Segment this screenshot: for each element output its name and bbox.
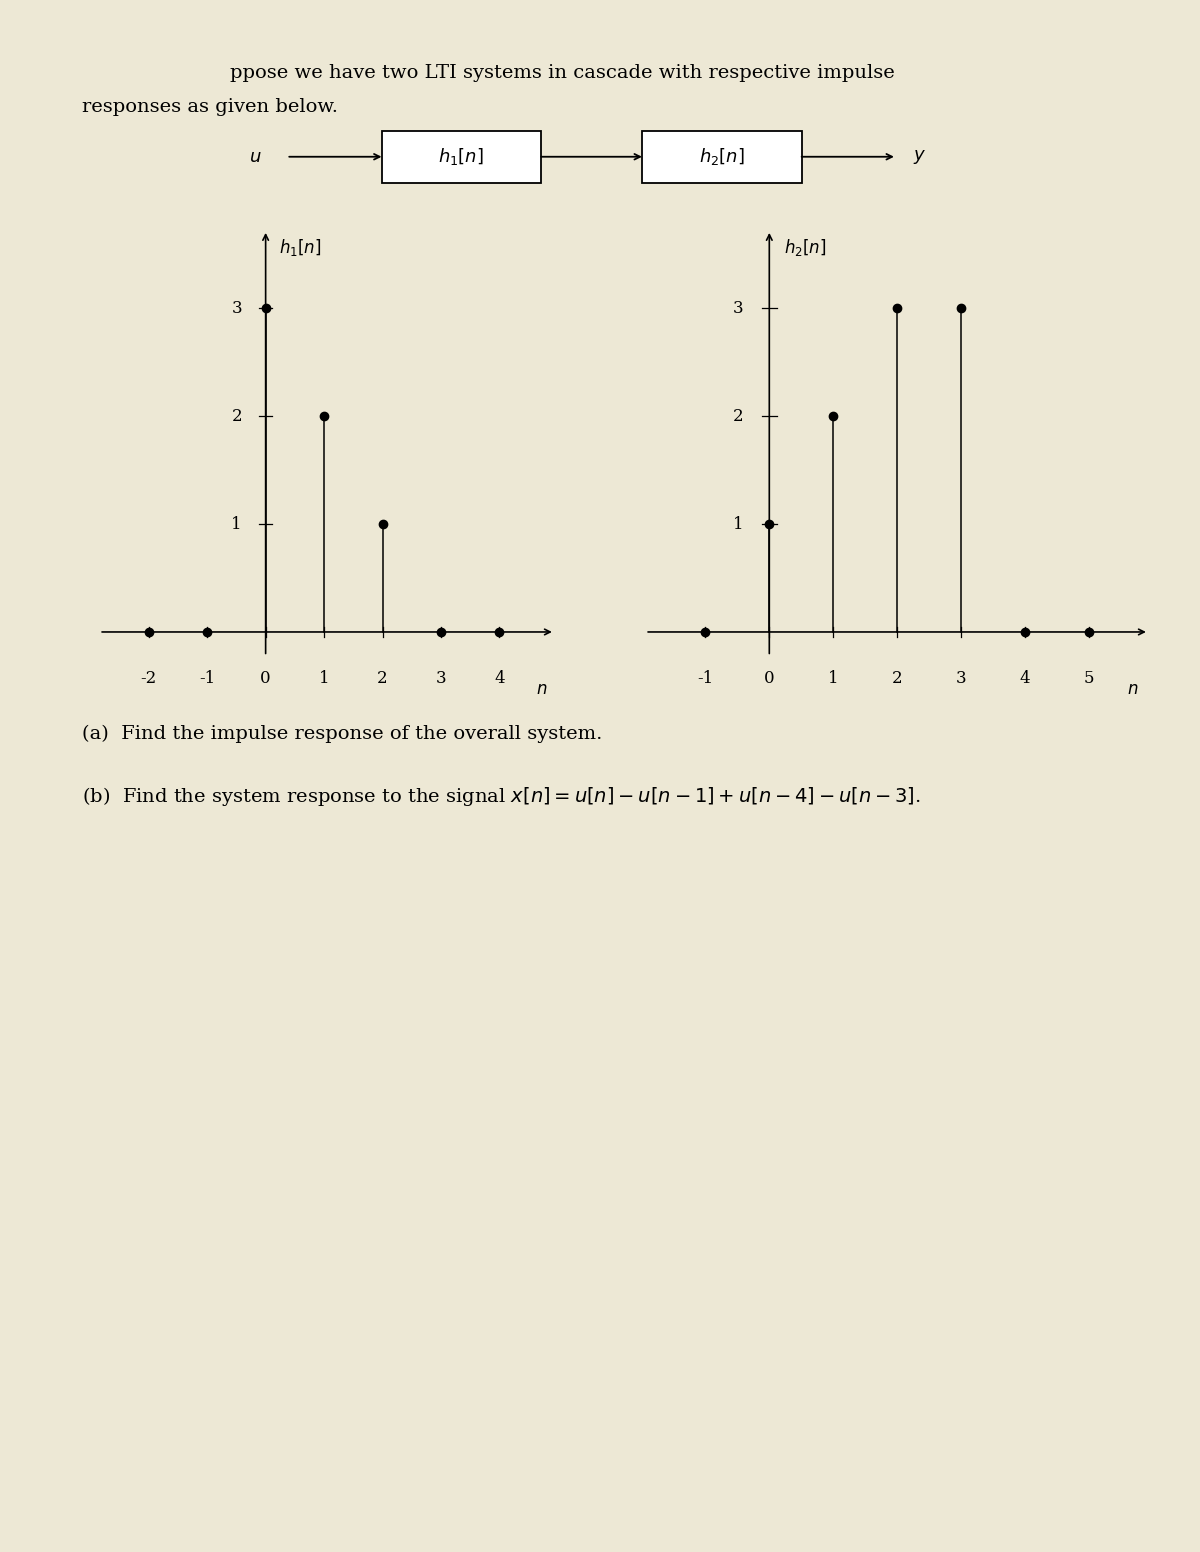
Text: -1: -1 [697,669,714,686]
Text: $n$: $n$ [1127,681,1139,697]
Text: $y$: $y$ [912,147,926,166]
Text: ppose we have two LTI systems in cascade with respective impulse: ppose we have two LTI systems in cascade… [230,64,895,82]
Text: $h_2[n]$: $h_2[n]$ [785,237,827,258]
Text: 1: 1 [319,669,329,686]
Text: 4: 4 [1019,669,1030,686]
Text: 3: 3 [232,300,242,317]
Text: $h_2[n]$: $h_2[n]$ [698,146,745,168]
Text: $n$: $n$ [536,681,547,697]
Text: responses as given below.: responses as given below. [82,98,337,116]
Text: 3: 3 [732,300,743,317]
Text: 2: 2 [732,408,743,425]
FancyBboxPatch shape [382,130,541,183]
Text: 1: 1 [828,669,839,686]
FancyBboxPatch shape [642,130,802,183]
Text: $u$: $u$ [250,147,262,166]
Text: 4: 4 [494,669,505,686]
Text: 3: 3 [436,669,446,686]
Text: 5: 5 [1084,669,1093,686]
Text: $h_1[n]$: $h_1[n]$ [280,237,322,258]
Text: 0: 0 [764,669,775,686]
Text: 2: 2 [232,408,242,425]
Text: 2: 2 [892,669,902,686]
Text: 2: 2 [377,669,388,686]
Text: 3: 3 [955,669,966,686]
Text: -1: -1 [199,669,215,686]
Text: (a)  Find the impulse response of the overall system.: (a) Find the impulse response of the ove… [82,725,602,743]
Text: -2: -2 [140,669,157,686]
Text: $h_1[n]$: $h_1[n]$ [438,146,485,168]
Text: 0: 0 [260,669,271,686]
Text: 1: 1 [732,515,743,532]
Text: 1: 1 [232,515,242,532]
Text: (b)  Find the system response to the signal $x[n] = u[n]-u[n-1]+u[n-4]-u[n-3]$.: (b) Find the system response to the sign… [82,785,920,807]
